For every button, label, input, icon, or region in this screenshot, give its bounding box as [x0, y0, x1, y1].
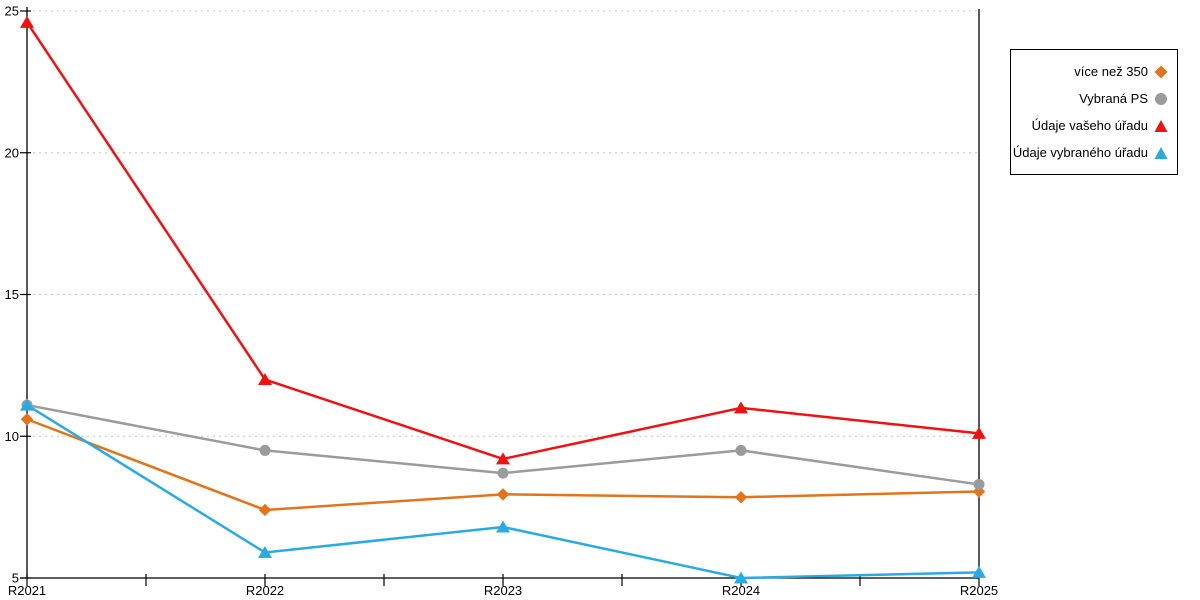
diamond-marker-icon	[1154, 65, 1168, 78]
x-axis-label: R2023	[484, 583, 522, 598]
y-axis-label: 5	[12, 571, 19, 586]
y-axis-label: 15	[5, 287, 19, 302]
series-1-point-4	[973, 478, 985, 490]
series-3-point-2	[496, 520, 510, 533]
series-0-point-3	[734, 491, 748, 504]
series-2-point-4	[972, 426, 986, 439]
series-3-point-3	[734, 571, 748, 584]
series-1-point-3	[735, 444, 747, 456]
line-chart-canvas: 5 10 15 20 25 R2021 R2022 R2023 R2024 R2025	[5, 4, 999, 599]
legend-label: Údaje vašeho úřadu	[1031, 118, 1148, 133]
series-3-point-4	[972, 565, 986, 578]
x-axis-label: R2025	[960, 583, 998, 598]
triangle-marker-icon	[1154, 146, 1168, 159]
legend-item-3: Údaje vybraného úřadu	[1013, 145, 1168, 160]
y-axis-label: 10	[5, 429, 19, 444]
series-2-point-2	[496, 452, 510, 465]
series-0-point-1	[258, 503, 272, 517]
legend-item-0: více než 350	[1017, 64, 1168, 79]
series-0-point-2	[496, 488, 510, 501]
circle-marker-icon	[1155, 92, 1167, 105]
series-line-2	[25, 21, 980, 461]
series-3-point-0	[20, 398, 34, 411]
legend: více než 350 Vybraná PS Údaje vašeho úřadu…	[1010, 49, 1178, 175]
series-0-point-0	[20, 413, 34, 426]
series-3-point-1	[258, 545, 272, 558]
series-2-point-3	[734, 401, 748, 414]
y-axis-label: 20	[5, 145, 19, 160]
series-1-point-1	[259, 444, 271, 456]
series-2-point-1	[258, 373, 272, 386]
legend-item-2: Údaje vašeho úřadu	[1017, 118, 1168, 133]
series-1-point-2	[497, 467, 509, 479]
series-2-point-0	[20, 15, 34, 28]
legend-label: Údaje vybraného úřadu	[1012, 145, 1148, 160]
legend-label: více než 350	[1074, 64, 1148, 79]
legend-label: Vybraná PS	[1079, 91, 1148, 106]
triangle-marker-icon	[1154, 119, 1168, 132]
x-axis-label: R2021	[8, 583, 46, 598]
x-axis-label: R2022	[246, 583, 284, 598]
y-axis-label: 25	[5, 4, 19, 19]
x-axis-label: R2024	[722, 583, 760, 598]
legend-item-1: Vybraná PS	[1017, 91, 1168, 106]
